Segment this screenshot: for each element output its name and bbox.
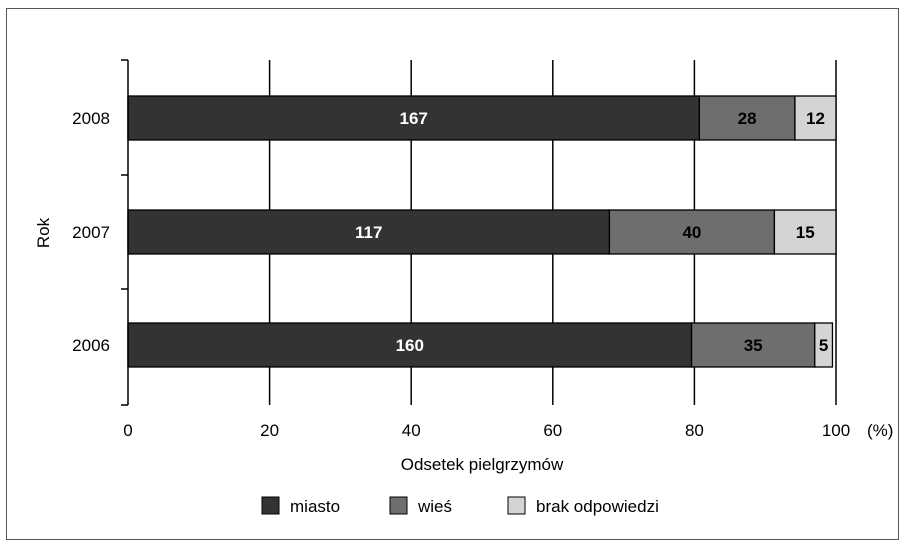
bar-segment	[127, 209, 611, 255]
legend: miasto wieś brak odpowiedzi	[261, 496, 659, 516]
bar-segment	[608, 209, 776, 255]
bars: 167 28 12 117 40 15 160 35 5	[127, 95, 837, 368]
x-tick-label: 80	[685, 421, 704, 440]
axes: 0 20 40 60 80 100 2008 2007 2006	[72, 59, 850, 440]
bar-segment	[690, 322, 816, 368]
x-tick-label: 0	[123, 421, 132, 440]
bar-data-label: 167	[399, 109, 427, 128]
bar-segment	[794, 95, 837, 141]
legend-label: wieś	[417, 497, 452, 516]
y-tick-label: 2008	[72, 109, 110, 128]
bar-data-label: 160	[396, 336, 424, 355]
bar-data-label: 12	[806, 109, 825, 128]
legend-label: brak odpowiedzi	[536, 497, 659, 516]
bar-data-label: 35	[744, 336, 763, 355]
x-tick-label: 100	[822, 421, 850, 440]
legend-label: miasto	[290, 497, 340, 516]
y-tick-label: 2006	[72, 336, 110, 355]
x-axis-label: Odsetek pielgrzymów	[401, 455, 564, 474]
y-tick-label: 2007	[72, 223, 110, 242]
bar-data-label: 117	[355, 223, 382, 242]
bar-segment	[814, 322, 834, 368]
bar-data-label: 40	[682, 223, 701, 242]
y-axis-label: Rok	[34, 217, 53, 248]
x-tick-label: 40	[402, 421, 421, 440]
bar-segment	[698, 95, 796, 141]
legend-swatch	[261, 496, 280, 515]
x-tick-label: 20	[260, 421, 279, 440]
bar-data-label: 5	[819, 336, 828, 355]
bar-data-label: 28	[738, 109, 757, 128]
bar-data-label: 15	[796, 223, 815, 242]
x-axis-unit: (%)	[867, 421, 893, 440]
legend-swatch	[507, 496, 526, 515]
bar-segment	[773, 209, 837, 255]
x-tick-label: 60	[543, 421, 562, 440]
legend-swatch	[389, 496, 408, 515]
